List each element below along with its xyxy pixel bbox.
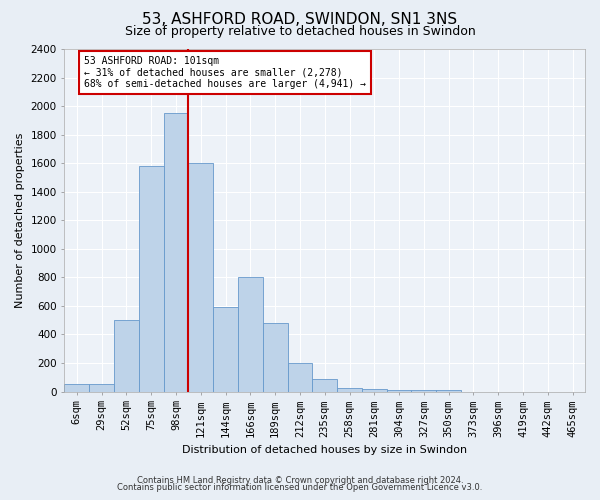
Text: Contains HM Land Registry data © Crown copyright and database right 2024.: Contains HM Land Registry data © Crown c… xyxy=(137,476,463,485)
Bar xyxy=(164,113,188,392)
Bar xyxy=(386,390,412,392)
Text: Contains public sector information licensed under the Open Government Licence v3: Contains public sector information licen… xyxy=(118,484,482,492)
X-axis label: Distribution of detached houses by size in Swindon: Distribution of detached houses by size … xyxy=(182,445,467,455)
Bar xyxy=(263,323,287,392)
Bar xyxy=(213,308,238,392)
Bar xyxy=(436,390,461,392)
Bar xyxy=(362,388,386,392)
Bar xyxy=(337,388,362,392)
Bar xyxy=(139,166,164,392)
Bar xyxy=(287,363,313,392)
Text: Size of property relative to detached houses in Swindon: Size of property relative to detached ho… xyxy=(125,25,475,38)
Bar xyxy=(412,390,436,392)
Text: 53 ASHFORD ROAD: 101sqm
← 31% of detached houses are smaller (2,278)
68% of semi: 53 ASHFORD ROAD: 101sqm ← 31% of detache… xyxy=(84,56,366,90)
Bar xyxy=(188,163,213,392)
Bar xyxy=(313,380,337,392)
Bar xyxy=(114,320,139,392)
Y-axis label: Number of detached properties: Number of detached properties xyxy=(15,132,25,308)
Text: 53, ASHFORD ROAD, SWINDON, SN1 3NS: 53, ASHFORD ROAD, SWINDON, SN1 3NS xyxy=(142,12,458,28)
Bar xyxy=(64,384,89,392)
Bar xyxy=(238,278,263,392)
Bar xyxy=(89,384,114,392)
